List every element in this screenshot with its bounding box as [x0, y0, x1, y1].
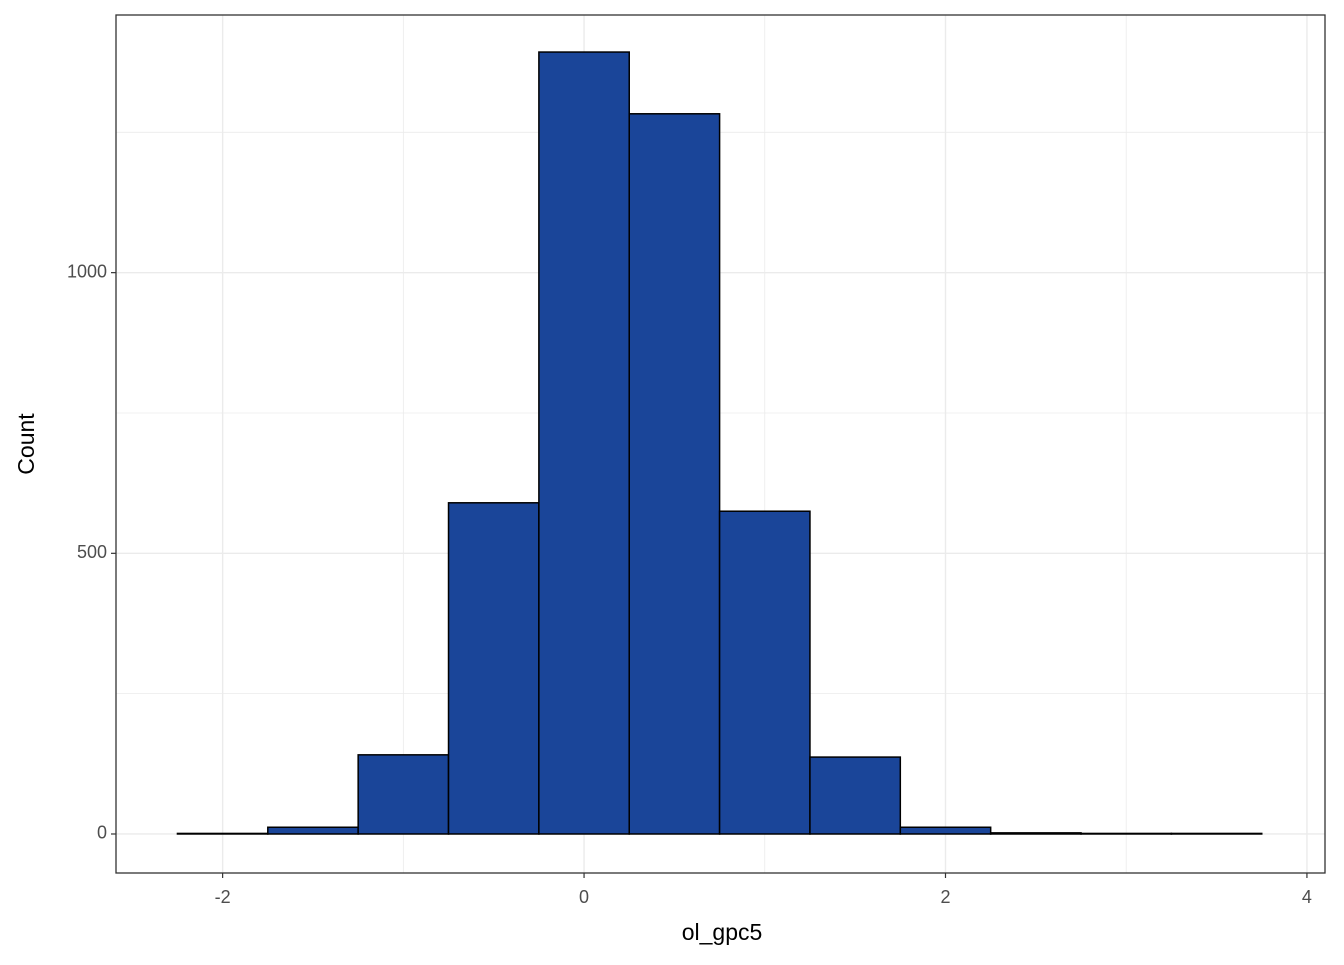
bar — [809, 756, 902, 835]
bar — [176, 832, 269, 835]
bar — [1080, 832, 1173, 835]
bar — [628, 113, 721, 835]
bar — [718, 510, 811, 835]
bar — [447, 502, 540, 835]
x-tick-label: 4 — [1302, 887, 1312, 907]
x-tick-label: 0 — [579, 887, 589, 907]
bar — [1170, 832, 1263, 835]
panel-border — [115, 14, 1326, 874]
bar — [899, 826, 992, 835]
x-axis-title: ol_gpc5 — [682, 919, 763, 945]
bar — [267, 826, 359, 835]
x-tick-label: -2 — [215, 887, 231, 907]
y-axis-title: Count — [13, 413, 39, 475]
y-tick-label: 0 — [97, 823, 107, 843]
y-tick-label: 500 — [77, 542, 107, 562]
bar — [989, 832, 1082, 835]
bar — [357, 754, 450, 835]
x-tick-label: 2 — [940, 887, 950, 907]
bar — [538, 51, 630, 835]
y-tick-label: 1000 — [67, 261, 107, 281]
